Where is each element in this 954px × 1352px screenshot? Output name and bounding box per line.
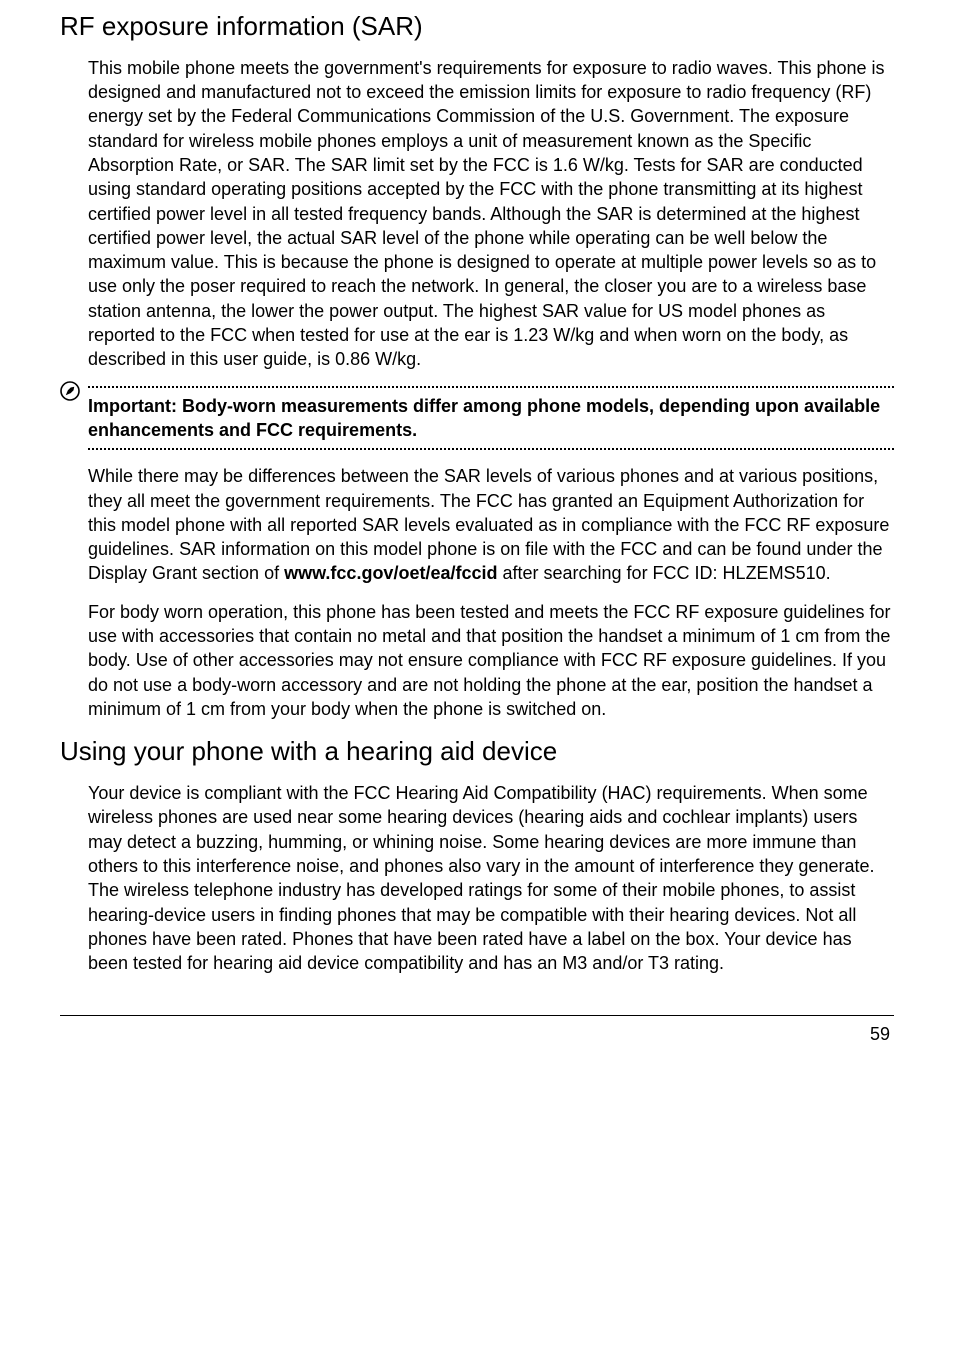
page-number: 59 (60, 1024, 894, 1045)
callout-text: Important: Body-worn measurements differ… (88, 394, 894, 443)
dotted-top (88, 386, 894, 388)
para-hac-1: Your device is compliant with the FCC He… (88, 781, 894, 975)
pin-icon (60, 381, 80, 401)
heading-rf-exposure: RF exposure information (SAR) (60, 10, 894, 44)
para-rf-1: This mobile phone meets the government's… (88, 56, 894, 372)
heading-hearing-aid: Using your phone with a hearing aid devi… (60, 735, 894, 769)
important-callout: Important: Body-worn measurements differ… (60, 386, 894, 451)
para-rf-3: For body worn operation, this phone has … (88, 600, 894, 721)
fcc-url: www.fcc.gov/oet/ea/fccid (284, 563, 497, 583)
footer-rule (60, 1015, 894, 1016)
dotted-bottom (88, 448, 894, 450)
para-rf-2: While there may be differences between t… (88, 464, 894, 585)
